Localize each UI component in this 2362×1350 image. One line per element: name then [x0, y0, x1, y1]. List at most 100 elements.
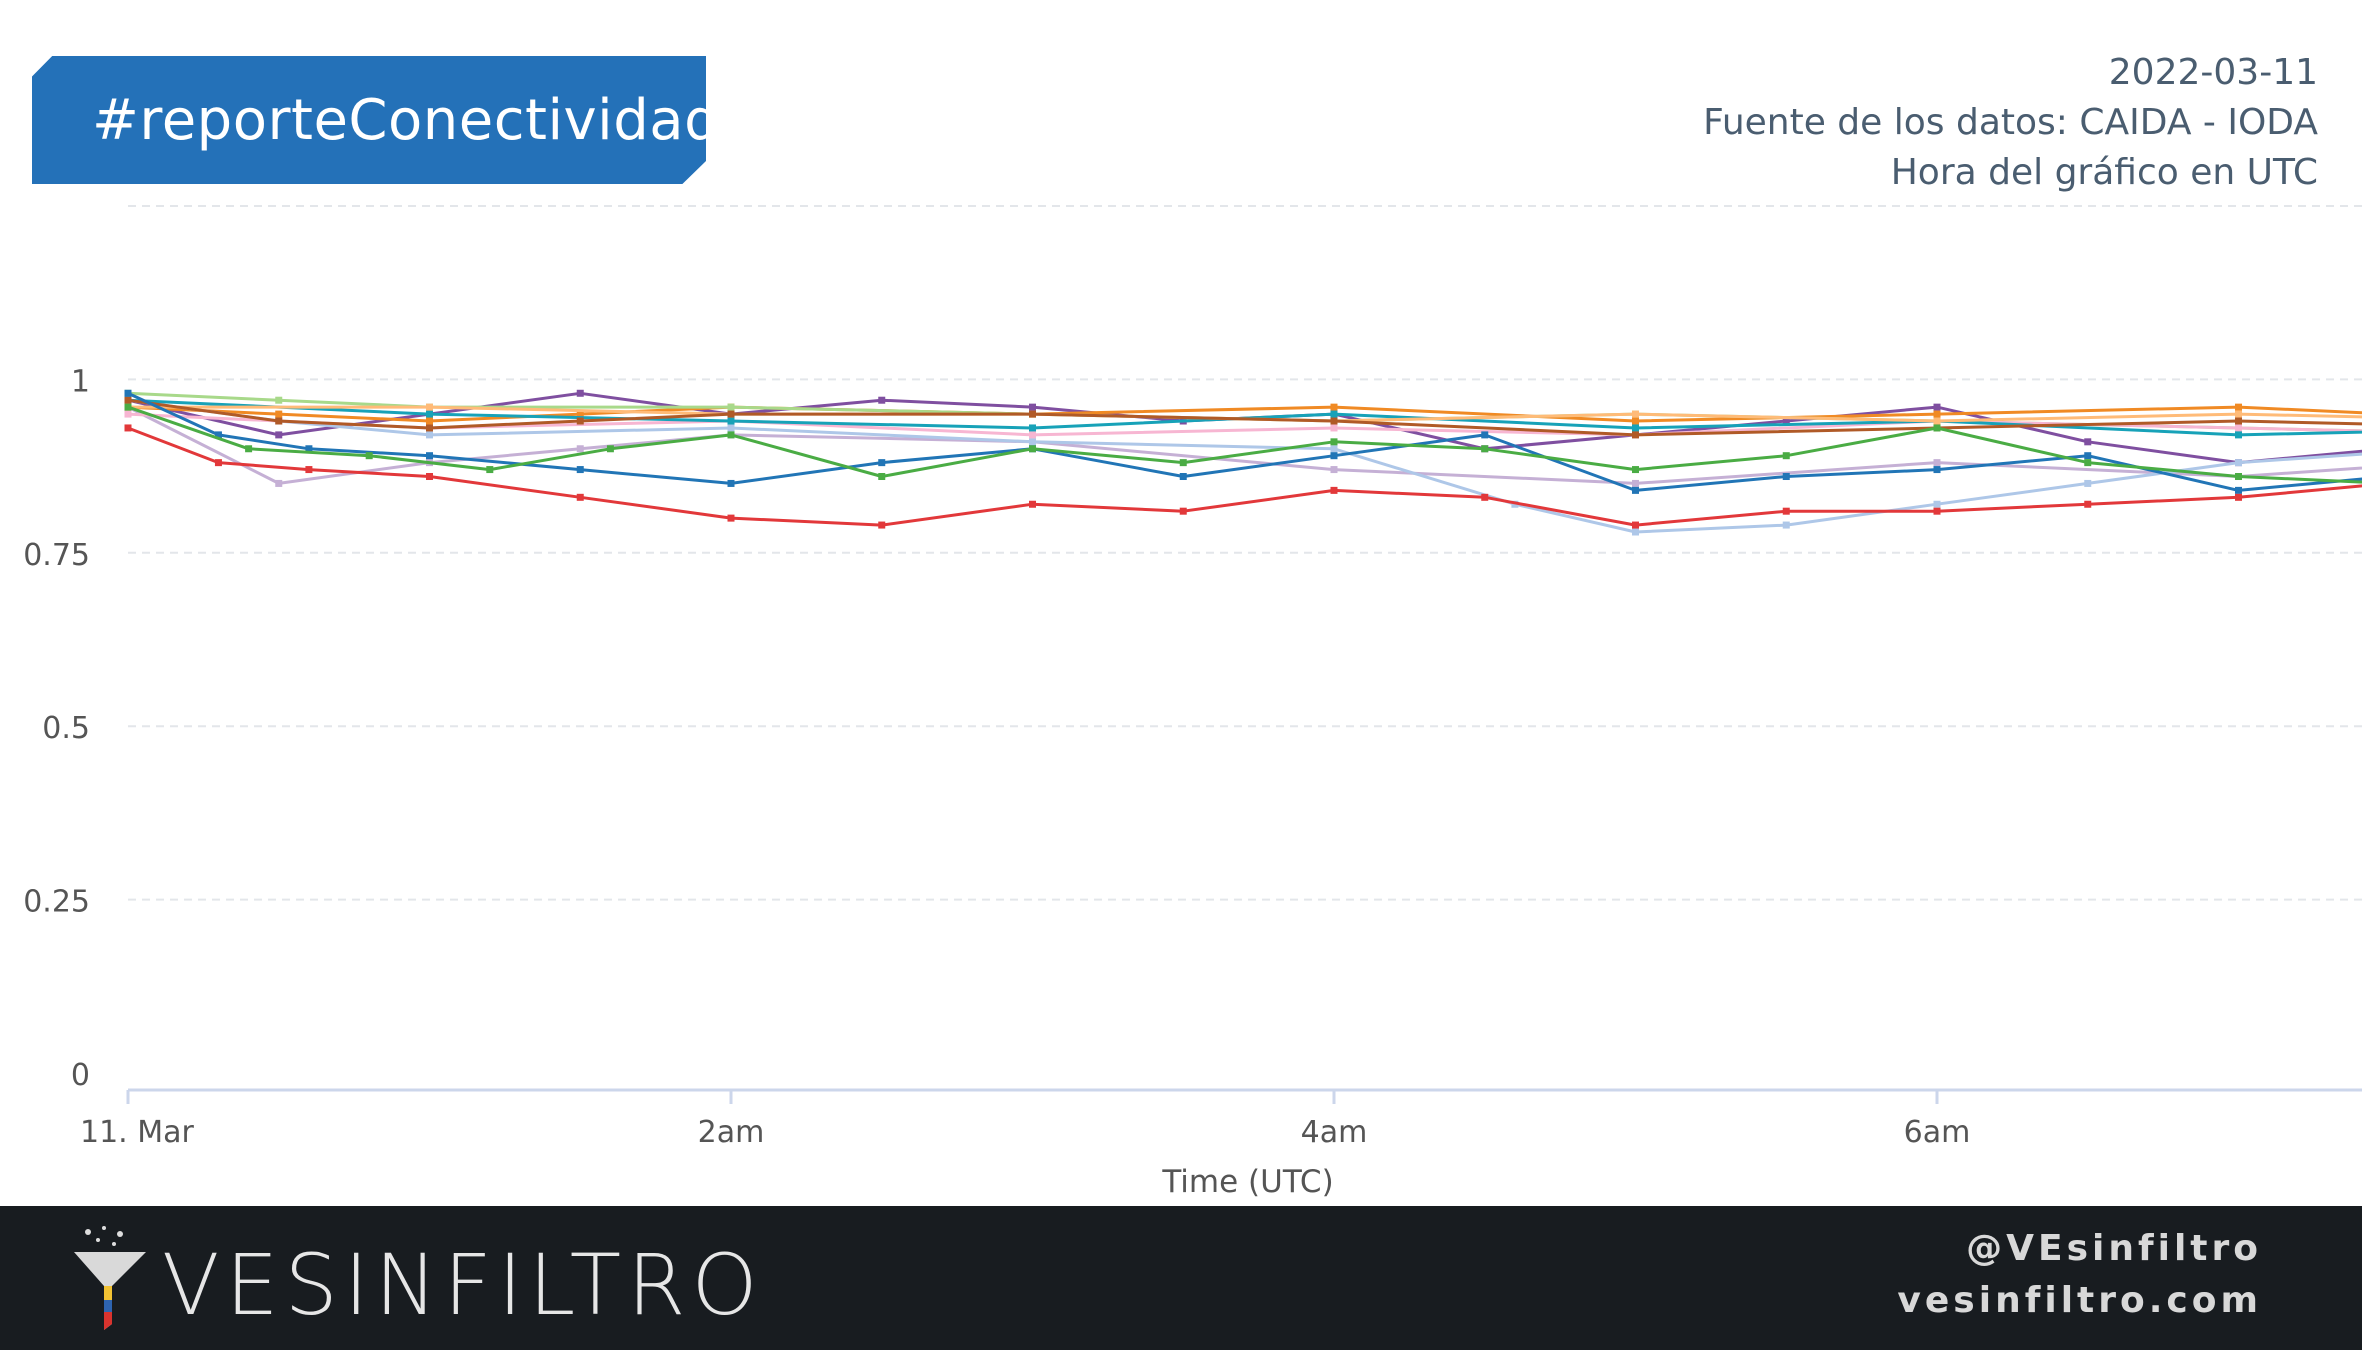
- legend-item-nacional: Nacional: 87%: [1173, 638, 1419, 678]
- series-point: [365, 452, 373, 460]
- series-point: [2084, 459, 2092, 467]
- series-point: [2235, 410, 2242, 418]
- series-point: [1330, 466, 1338, 474]
- series-point: [1933, 410, 1941, 418]
- series-point: [1632, 431, 1639, 439]
- legend-item-merida: Mérida: 34%: [1189, 732, 1403, 772]
- series-point: [2235, 473, 2242, 481]
- series-point: [214, 459, 222, 467]
- series-point: [1632, 521, 1639, 529]
- series-point: [1782, 507, 1790, 515]
- series-point: [426, 424, 433, 432]
- series-line-region-6: [127, 391, 2362, 433]
- series-point: [1029, 438, 1036, 446]
- social-handle: @VEsinfiltro: [1966, 1228, 2262, 1269]
- series-point: [275, 479, 283, 487]
- chart-meta: 2022-03-11 Fuente de los datos: CAIDA - …: [1703, 48, 2318, 198]
- x-tick-label: 4am: [1301, 1115, 1368, 1150]
- hashtag-title: #reporteConectividad: [92, 87, 721, 153]
- series-point: [1330, 410, 1338, 418]
- series-point: [1782, 417, 1790, 425]
- series-point: [2235, 459, 2242, 467]
- series-point: [606, 445, 614, 453]
- y-tick-label: 1: [71, 364, 90, 399]
- series-point: [2084, 479, 2092, 487]
- series-point: [1029, 431, 1036, 439]
- series-point: [1933, 500, 1941, 508]
- series-point: [275, 417, 283, 425]
- series-point: [878, 521, 886, 529]
- series-point: [878, 396, 886, 404]
- series-point: [1179, 459, 1187, 467]
- series-point: [727, 403, 735, 411]
- series-point: [275, 431, 283, 439]
- series-point: [1782, 452, 1790, 460]
- series-point: [1933, 459, 1941, 467]
- series-point: [576, 466, 584, 474]
- y-tick-label: 0.75: [23, 538, 90, 573]
- data-source: Fuente de los datos: CAIDA - IODA: [1703, 102, 2318, 143]
- series-point: [1330, 438, 1338, 446]
- series-point: [1029, 410, 1036, 418]
- chart-date: 2022-03-11: [2108, 52, 2318, 93]
- series-point: [275, 396, 283, 404]
- series-point: [1933, 403, 1941, 411]
- series-point: [426, 417, 433, 425]
- series-point: [2235, 424, 2242, 432]
- time-note: Hora del gráfico en UTC: [1890, 152, 2318, 193]
- series-point: [1179, 473, 1187, 481]
- series-line-region-9: [127, 412, 2362, 437]
- y-tick-label: 0.5: [42, 711, 90, 746]
- x-tick-label: 2am: [698, 1115, 765, 1150]
- x-tick-label: 11. Mar: [80, 1115, 195, 1150]
- series-point: [1330, 452, 1338, 460]
- y-tick-label: 0.25: [23, 885, 90, 920]
- series-point: [1782, 521, 1790, 529]
- series-point: [2084, 452, 2092, 460]
- x-axis-title: Time (UTC): [1161, 1164, 1333, 1200]
- series-point: [727, 424, 735, 432]
- series-line-nacional: [127, 398, 2362, 437]
- series-point: [305, 445, 313, 453]
- series-point: [124, 410, 132, 418]
- series-point: [2084, 438, 2092, 446]
- series-point: [1933, 466, 1941, 474]
- series-point: [124, 396, 132, 404]
- series-point: [245, 445, 253, 453]
- series-point: [1933, 507, 1941, 515]
- series-point: [576, 417, 584, 425]
- series-point: [124, 389, 132, 397]
- series-point: [426, 473, 433, 481]
- footer: VESINFILTRO @VEsinfiltro vesinfiltro.com: [0, 1206, 2362, 1350]
- brand-logo-text: VESINFILTRO: [162, 1236, 764, 1334]
- series-point: [275, 410, 283, 418]
- series-point: [426, 452, 433, 460]
- series-point: [1330, 424, 1338, 432]
- series-point: [1782, 473, 1790, 481]
- series-point: [1330, 486, 1338, 494]
- series-point: [576, 389, 584, 397]
- series-point: [1632, 417, 1639, 425]
- y-tick-label: 0: [71, 1058, 90, 1093]
- legend-item-yaracuy: Yaracuy: 80%: [1182, 906, 1410, 946]
- series-point: [426, 431, 433, 439]
- funnel-logo-icon: [74, 1226, 146, 1330]
- legend-item-falcon: Falcón: 71%: [1193, 820, 1399, 860]
- series-point: [1481, 493, 1489, 501]
- series-point: [305, 466, 313, 474]
- series-point: [1481, 445, 1489, 453]
- series-point: [1330, 445, 1338, 453]
- series-point: [486, 466, 494, 474]
- series-point: [576, 493, 584, 501]
- series-point: [2235, 431, 2242, 439]
- series-point: [1632, 528, 1639, 536]
- series-point: [1933, 424, 1941, 432]
- series-point: [1029, 445, 1036, 453]
- series-line-falcon: [127, 405, 2362, 484]
- series-line-region-4: [127, 391, 2362, 465]
- series-point: [2084, 500, 2092, 508]
- series-point: [2235, 417, 2242, 425]
- series-point: [2235, 493, 2242, 501]
- series-point: [1029, 424, 1036, 432]
